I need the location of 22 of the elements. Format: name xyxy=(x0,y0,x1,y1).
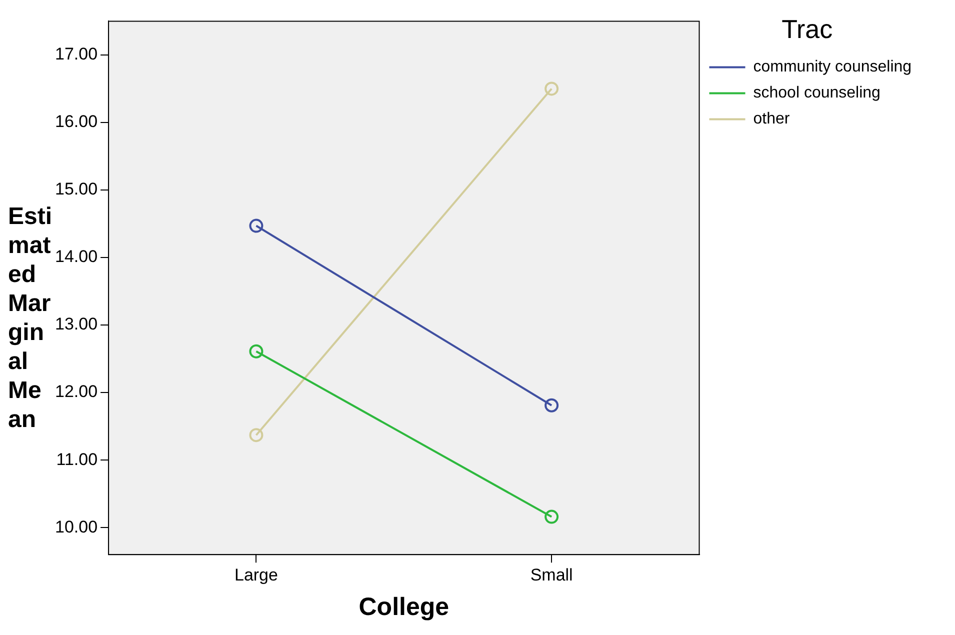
x-tick-label: Small xyxy=(530,565,573,584)
y-tick-label: 11.00 xyxy=(56,450,98,469)
point xyxy=(249,218,264,233)
y-tick-label: 17.00 xyxy=(54,44,98,64)
y-tick-label: 13.00 xyxy=(54,314,98,334)
y-axis-title: Estimated Marginal Mean xyxy=(8,202,52,434)
legend-title: Trac xyxy=(782,14,833,44)
legend-label: community counseling xyxy=(753,58,912,76)
y-tick-label: 15.00 xyxy=(54,180,98,199)
y-tick-label: 12.00 xyxy=(54,382,98,402)
point xyxy=(249,428,264,442)
x-tick-label: Large xyxy=(234,565,278,584)
point xyxy=(544,398,559,412)
legend-label: school counseling xyxy=(753,84,880,102)
y-tick-label: 16.00 xyxy=(54,112,98,132)
legend-label: other xyxy=(753,110,790,128)
point xyxy=(249,344,264,358)
x-axis-title: College xyxy=(358,592,450,621)
point xyxy=(544,510,559,524)
y-tick-label: 14.00 xyxy=(54,247,98,266)
y-tick-label: 10.00 xyxy=(54,517,98,536)
point xyxy=(544,82,559,96)
